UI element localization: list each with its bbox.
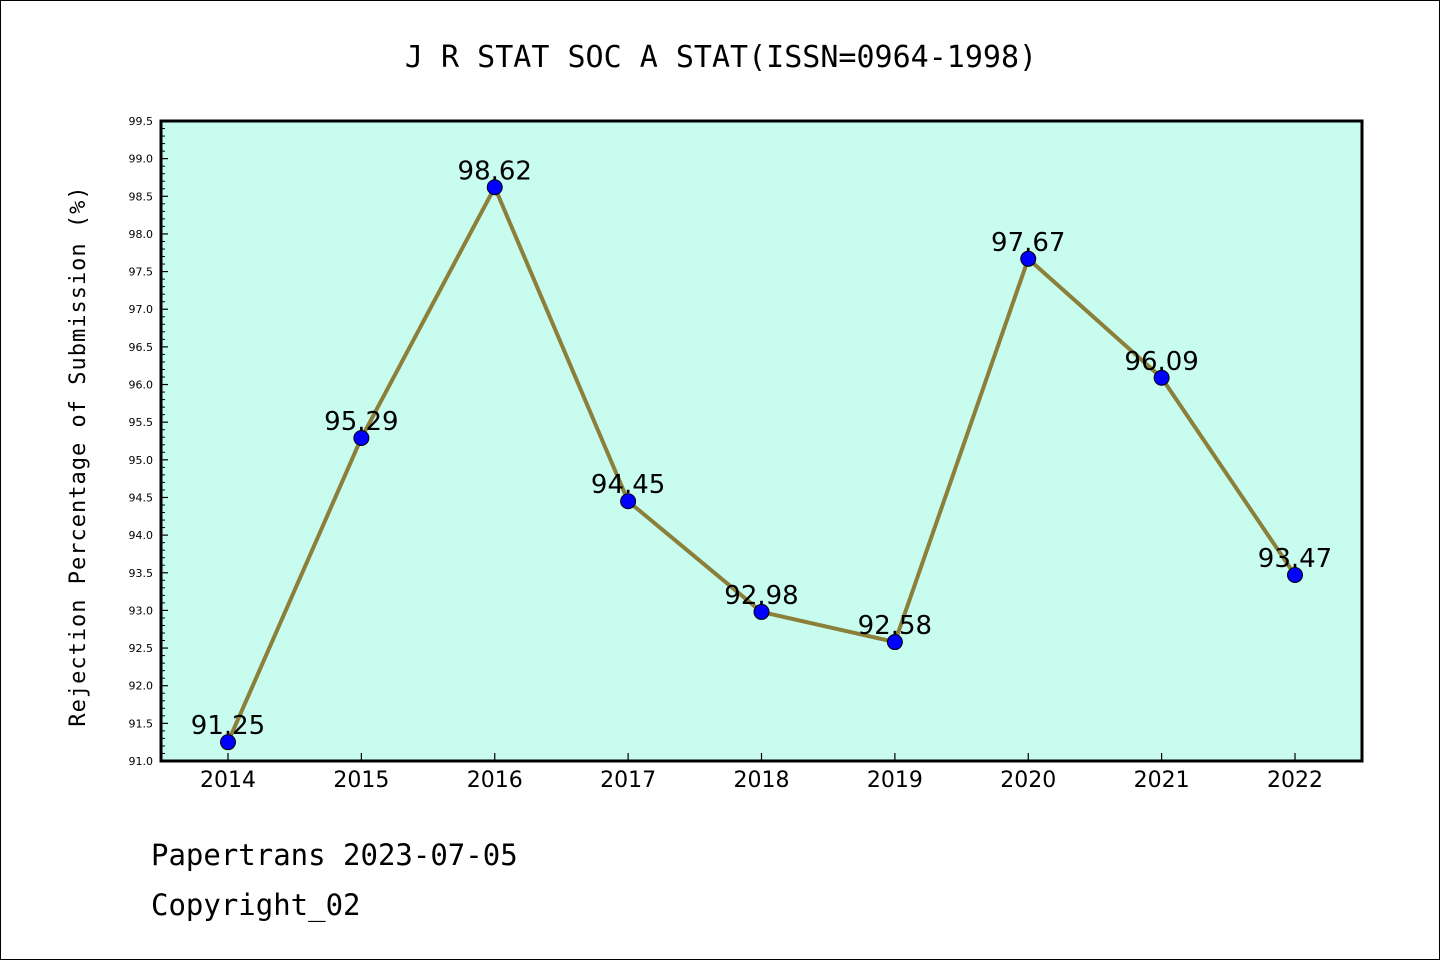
- y-tick-label: 97.5: [129, 266, 154, 279]
- data-point: [620, 493, 637, 510]
- y-tick-label: 99.0: [129, 153, 154, 166]
- y-tick-label: 99.5: [129, 115, 154, 128]
- y-tick-label: 96.0: [129, 379, 154, 392]
- data-label: 95.29: [324, 407, 398, 437]
- x-tick-label: 2020: [1000, 768, 1056, 793]
- y-axis-label: Rejection Percentage of Submission (%): [66, 185, 91, 726]
- data-label: 98.62: [458, 156, 532, 186]
- data-label: 97.67: [991, 228, 1065, 258]
- data-point: [353, 429, 370, 446]
- data-point: [886, 634, 903, 651]
- y-tick-label: 93.5: [129, 567, 154, 580]
- x-tick-label: 2021: [1134, 768, 1190, 793]
- y-tick-label: 96.5: [129, 341, 154, 354]
- data-point: [1020, 250, 1037, 267]
- data-label: 94.45: [591, 470, 665, 500]
- y-tick-label: 93.0: [129, 604, 154, 617]
- y-tick-label: 97.0: [129, 303, 154, 316]
- x-tick-label: 2016: [467, 768, 523, 793]
- data-point: [1153, 369, 1170, 386]
- data-point: [753, 603, 770, 620]
- y-tick-label: 95.0: [129, 454, 154, 467]
- y-tick-label: 91.5: [129, 717, 154, 730]
- data-point: [1287, 567, 1303, 584]
- y-tick-label: 95.5: [129, 416, 154, 429]
- y-tick-label: 94.5: [129, 491, 154, 504]
- data-label: 92.58: [858, 611, 932, 641]
- data-label: 96.09: [1124, 347, 1198, 377]
- x-axis-ticks: 2014 2015 2016 2017 2018 2019 2020 2021 2022: [200, 753, 1323, 793]
- x-tick-label: 2018: [734, 768, 790, 793]
- y-tick-label: 94.0: [129, 529, 154, 542]
- y-tick-label: 91.0: [129, 755, 154, 768]
- y-tick-label: 98.0: [129, 228, 154, 241]
- footer-date: Papertrans 2023-07-05: [151, 838, 518, 872]
- footer-copyright: Copyright_02: [151, 888, 361, 923]
- y-tick-label: 92.0: [129, 680, 154, 693]
- data-points: [220, 179, 1303, 751]
- y-tick-label: 98.5: [129, 190, 154, 203]
- data-point: [220, 734, 236, 751]
- x-tick-label: 2014: [200, 768, 256, 793]
- y-tick-label: 92.5: [129, 642, 154, 655]
- data-labels: 91.25 95.29 98.62 94.45 92.98 92.58 97.67 96.09…: [191, 156, 1332, 741]
- data-label: 93.47: [1258, 544, 1332, 574]
- y-axis-ticks: 91.0 91.5 92.0 92.5 93.0 93.5 94.0 94.5 95.0 95.5…: [129, 115, 168, 768]
- plot-area: [159, 119, 1364, 763]
- x-tick-label: 2017: [600, 768, 656, 793]
- x-tick-label: 2019: [867, 768, 923, 793]
- data-label: 92.98: [724, 581, 798, 611]
- x-tick-label: 2022: [1267, 768, 1323, 793]
- chart-title: J R STAT SOC A STAT(ISSN=0964-1998): [405, 40, 1037, 75]
- data-label: 91.25: [191, 711, 265, 741]
- data-point: [486, 179, 503, 196]
- x-tick-label: 2015: [333, 768, 389, 793]
